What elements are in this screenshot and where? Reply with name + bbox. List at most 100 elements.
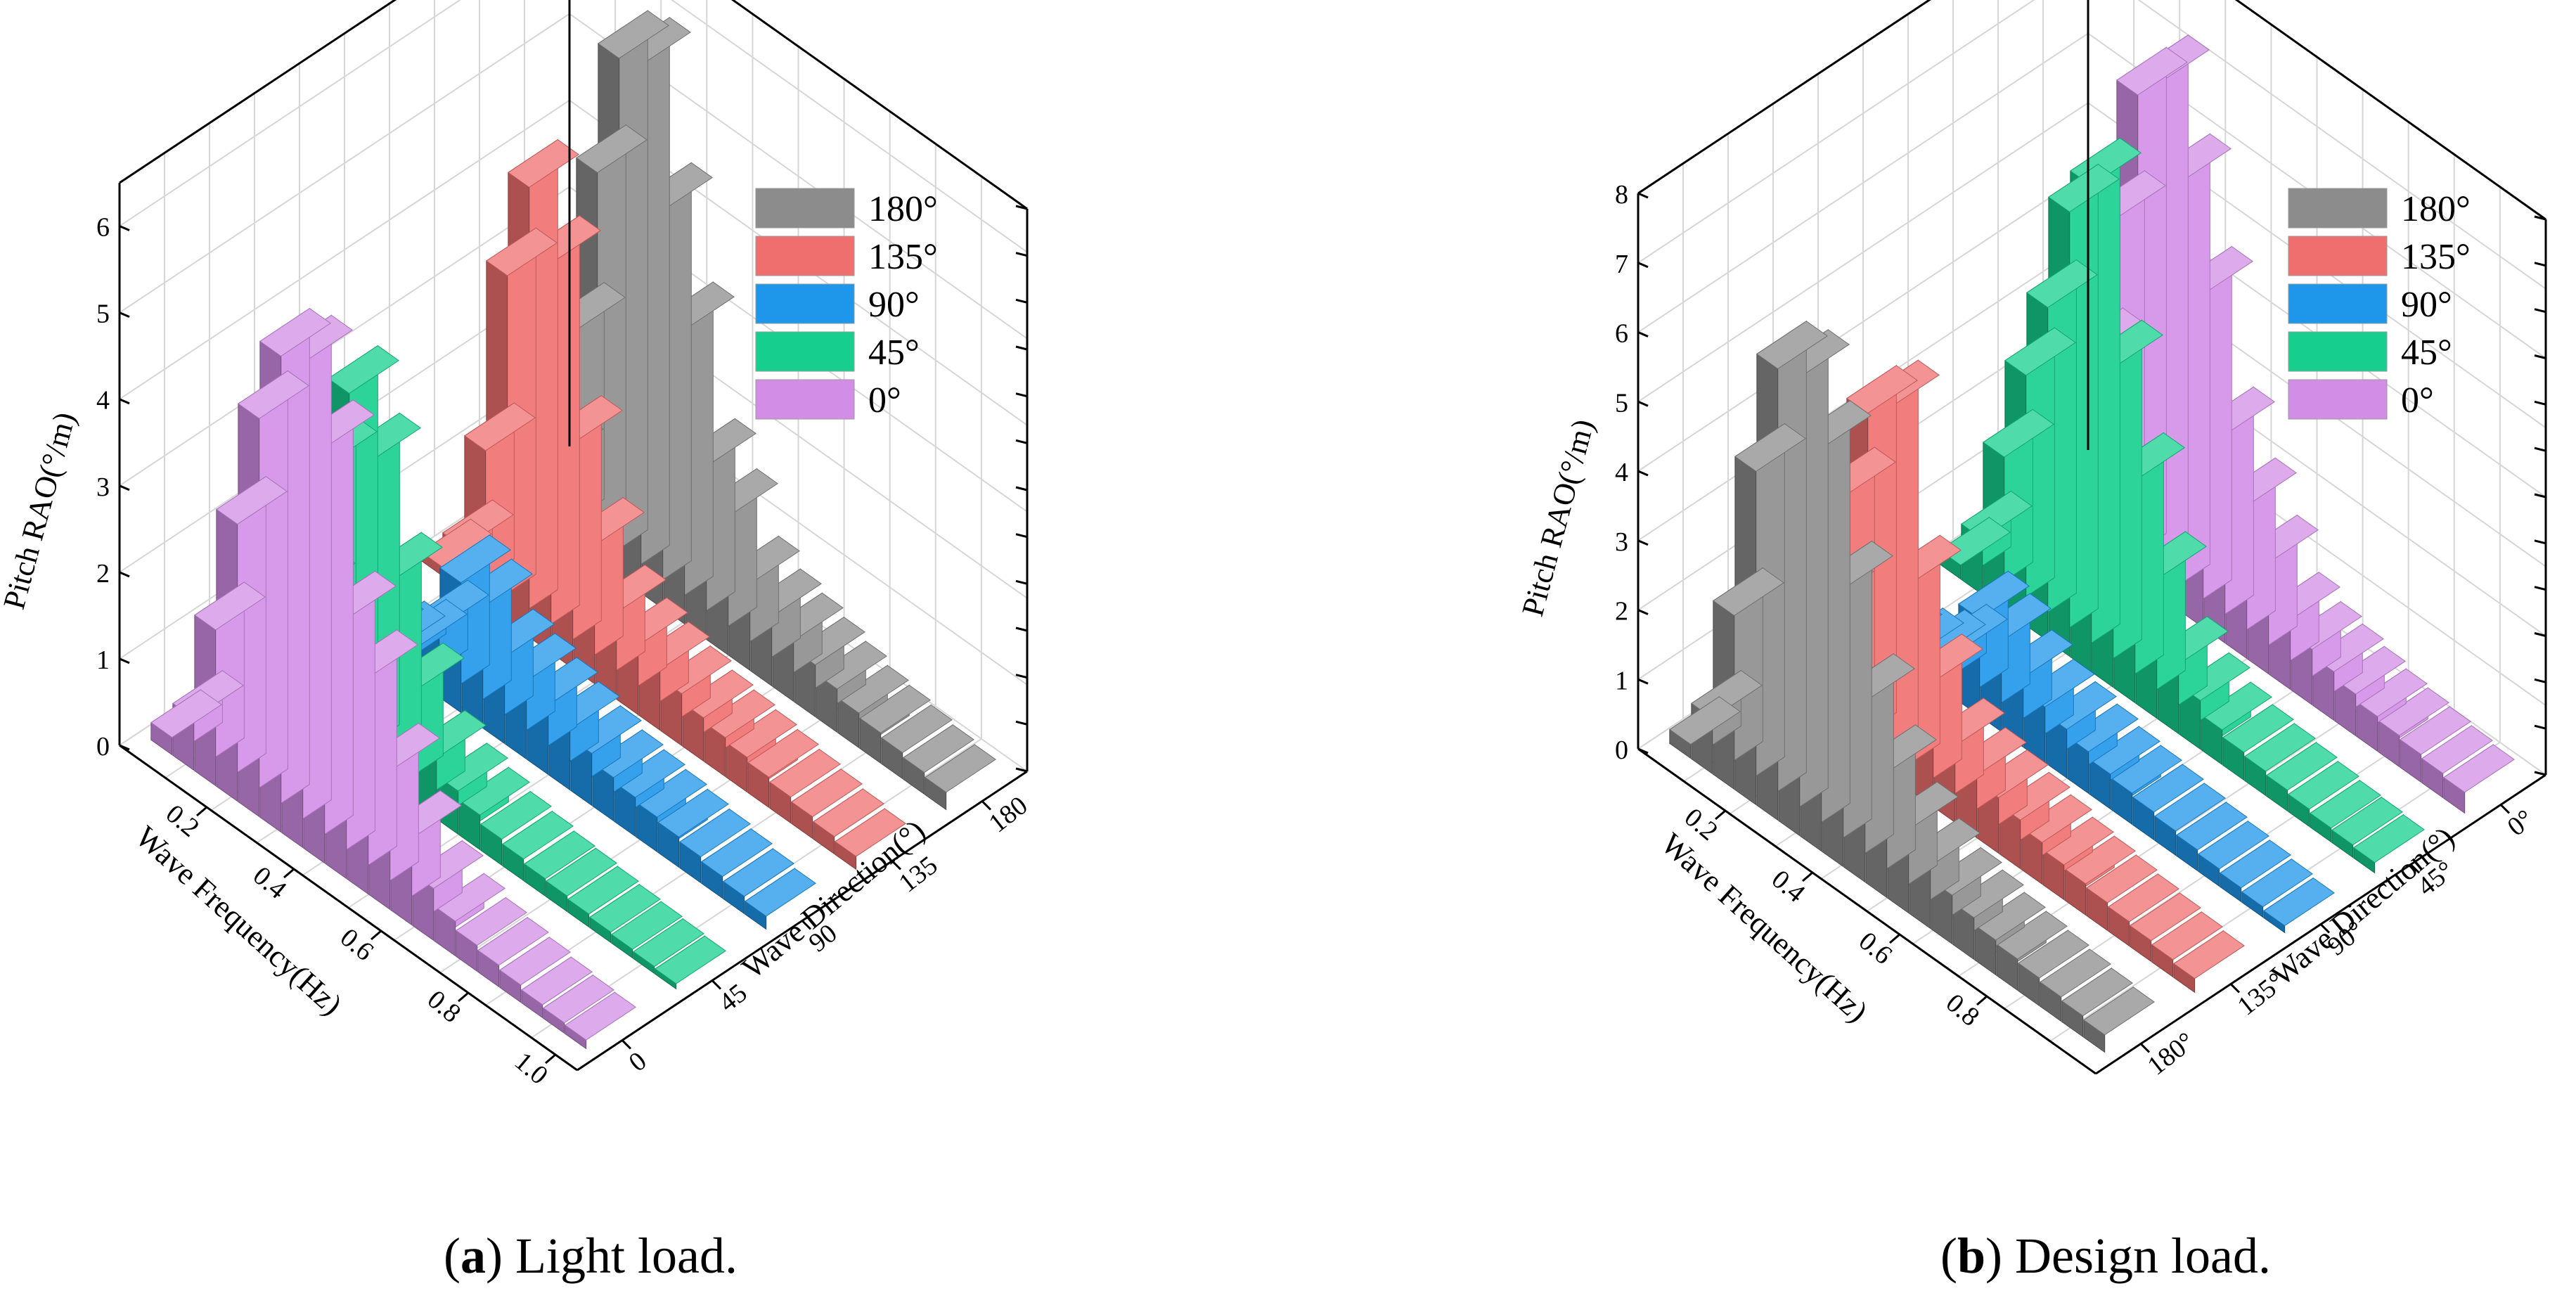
bar [2201,681,2272,766]
x-tick [196,806,207,817]
bar [565,991,636,1050]
bar [543,974,614,1034]
legend-swatch [2288,188,2388,229]
bar [925,744,996,811]
legend-label: 180° [2401,189,2471,229]
legend-label: 180° [868,189,938,229]
bar [2176,802,2248,872]
bar [837,664,909,749]
bar [2086,854,2158,932]
bar [2108,873,2179,947]
z-tick-label: 6 [1615,319,1628,349]
z-tick-label: 5 [96,300,110,329]
z-tick-label: 5 [1615,388,1628,418]
panel-a-series-180deg [510,10,996,811]
bar [835,808,906,870]
z-tick [1637,331,1649,338]
panel-a-legend: 180° 135° 90° 45° 0° [755,188,938,420]
bar [458,766,530,851]
z-tick-label: 3 [1615,527,1628,557]
bar [633,918,704,975]
bar [2220,839,2291,903]
panel-a-series-0deg [150,307,636,1050]
bar [791,768,863,840]
panel-design-load: 0123456780.20.40.60.8180°135°90°45°0°Pit… [1515,0,2547,1081]
bar [521,956,593,1019]
dir-tick [801,920,812,930]
z-tick-label: 2 [1615,597,1628,626]
bar [2173,930,2245,994]
dir-tick [711,979,722,990]
x-tick [545,1053,556,1065]
bar [2042,816,2114,901]
caption-a: (a) Light load. [444,1228,738,1284]
panel-a-bars [150,10,996,1050]
bar [679,808,751,884]
x-tick [458,991,469,1003]
bar [657,788,729,868]
z-tick [119,657,130,664]
z-tick-label: 3 [96,472,110,502]
dir-tick-label: 0 [624,1046,652,1078]
bar [2064,835,2136,916]
legend-swatch [755,331,855,372]
dir-tick-label: 180° [2142,1027,2201,1081]
bar [2378,687,2449,768]
bar [903,724,974,795]
legend-swatch [755,188,855,229]
bar [499,937,571,1003]
dir-tick-label: 0° [2502,804,2539,842]
bar [2151,911,2223,978]
bar [2130,892,2201,963]
z-tick [1637,192,1649,199]
caption-a-text: Light load. [503,1228,738,1284]
caption-b-letter: b [1957,1228,1985,1284]
bar [592,729,664,822]
bar [480,790,552,866]
bar [589,883,661,944]
legend-swatch [2288,379,2388,420]
legend-label: 90° [2401,285,2452,325]
bar [2400,706,2471,783]
legend-label: 0° [2401,380,2434,420]
bar [1996,911,2068,991]
panel-a-series-135deg [420,139,906,870]
x-tick-label: 0.4 [1766,864,1810,908]
legend-swatch [2288,331,2388,372]
bar [813,788,884,855]
z-tick-label: 1 [1615,666,1628,695]
bar [567,866,639,928]
bar [1999,771,2071,870]
x-tick [371,930,382,941]
panel-b-series-180deg [1669,320,2155,1053]
z-tick-label: 4 [1615,458,1628,487]
bar [859,684,931,764]
z-tick [119,571,130,578]
bar [2241,858,2313,918]
dir-tick-label: 45 [714,978,753,1017]
bar [1939,516,2011,580]
z-tick-label: 2 [96,559,110,589]
x-tick [1889,933,1900,944]
bar [456,896,527,972]
dir-tick [891,860,902,870]
panel-b-series-45deg [1939,137,2425,874]
legend-swatch [2288,236,2388,276]
panel-b-legend: 180° 135° 90° 45° 0° [2288,188,2471,420]
bar [1952,869,2024,960]
bar [704,689,775,778]
x-tick-label: 0.8 [1940,988,1985,1032]
z-tick-label: 7 [1615,250,1628,279]
x-tick [1976,995,1988,1006]
x-tick [1715,809,1726,821]
x-tick-label: 0.6 [1853,926,1898,970]
dir-tick [2409,863,2421,874]
bar [2288,760,2359,828]
z-tick-label: 4 [96,386,110,416]
x-tick-label: 0.4 [247,861,292,905]
bar [2067,703,2139,795]
bar [636,769,707,853]
z-tick [1637,747,1649,754]
bar [2089,726,2160,810]
caption-b-text: Design load. [2002,1228,2271,1284]
